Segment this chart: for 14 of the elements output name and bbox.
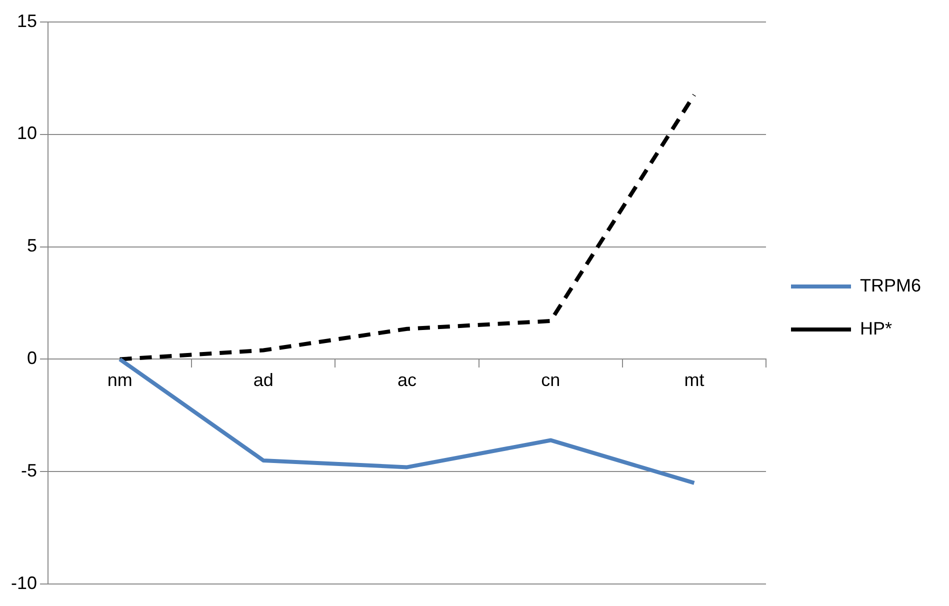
x-tick-label: ac — [398, 370, 417, 390]
x-tick-label: ad — [253, 370, 274, 390]
y-tick-label: 5 — [27, 236, 38, 256]
y-tick-label: 15 — [16, 10, 38, 31]
y-tick-label: -5 — [21, 460, 38, 481]
y-tick-label: 0 — [27, 348, 38, 368]
x-tick-label: cn — [541, 370, 560, 390]
line-series — [118, 92, 696, 362]
x-tick-label: nm — [107, 370, 132, 390]
y-tick-label: 10 — [16, 123, 38, 144]
legend-label: TRPM6 — [860, 275, 922, 296]
y-tick-label: -10 — [11, 573, 38, 594]
legend-label: HP* — [860, 318, 892, 338]
x-tick-label: mt — [684, 370, 704, 390]
